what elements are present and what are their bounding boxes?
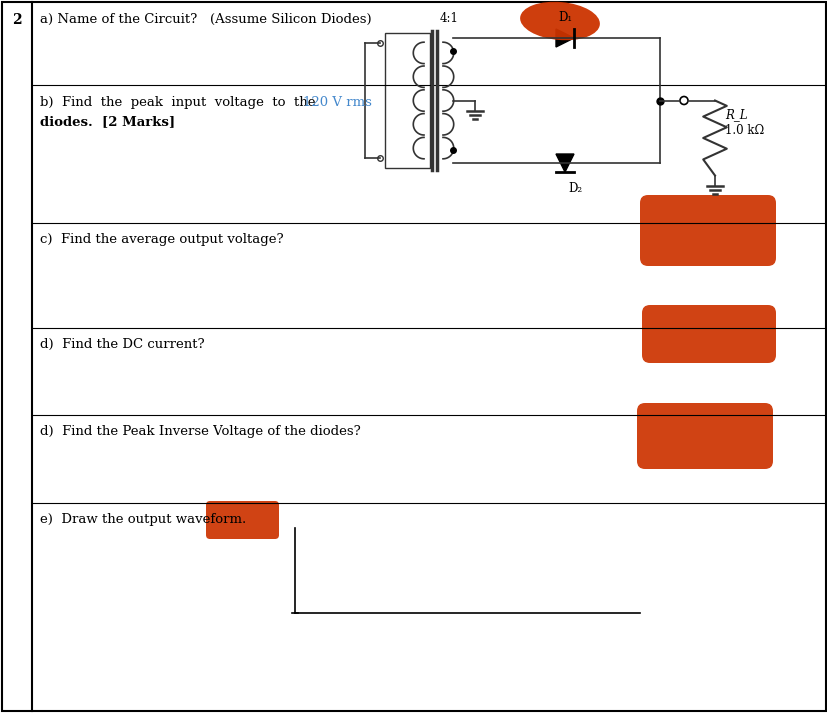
FancyBboxPatch shape [639, 195, 775, 266]
Polygon shape [555, 154, 573, 172]
Polygon shape [555, 29, 573, 47]
FancyBboxPatch shape [641, 305, 775, 363]
Text: a) Name of the Circuit?   (Assume Silicon Diodes): a) Name of the Circuit? (Assume Silicon … [40, 13, 371, 26]
Text: c)  Find the average output voltage?: c) Find the average output voltage? [40, 233, 284, 246]
Bar [385, 33, 429, 168]
Ellipse shape [519, 1, 599, 40]
Text: 2: 2 [12, 13, 22, 27]
Text: diodes.  [2 Marks]: diodes. [2 Marks] [40, 115, 175, 128]
Text: 4:1: 4:1 [439, 12, 458, 25]
Circle shape [679, 96, 687, 105]
Text: D₁: D₁ [557, 11, 571, 24]
Text: d)  Find the DC current?: d) Find the DC current? [40, 338, 204, 351]
FancyBboxPatch shape [206, 501, 279, 539]
Text: R_L: R_L [724, 108, 747, 121]
Text: 120 V rms: 120 V rms [303, 96, 371, 109]
FancyBboxPatch shape [636, 403, 772, 469]
Text: D₂: D₂ [567, 182, 581, 195]
Text: e)  Draw the output waveform.: e) Draw the output waveform. [40, 513, 246, 526]
Text: d)  Find the Peak Inverse Voltage of the diodes?: d) Find the Peak Inverse Voltage of the … [40, 425, 361, 438]
Text: 1.0 kΩ: 1.0 kΩ [724, 125, 763, 138]
Text: b)  Find  the  peak  input  voltage  to  the: b) Find the peak input voltage to the [40, 96, 315, 109]
